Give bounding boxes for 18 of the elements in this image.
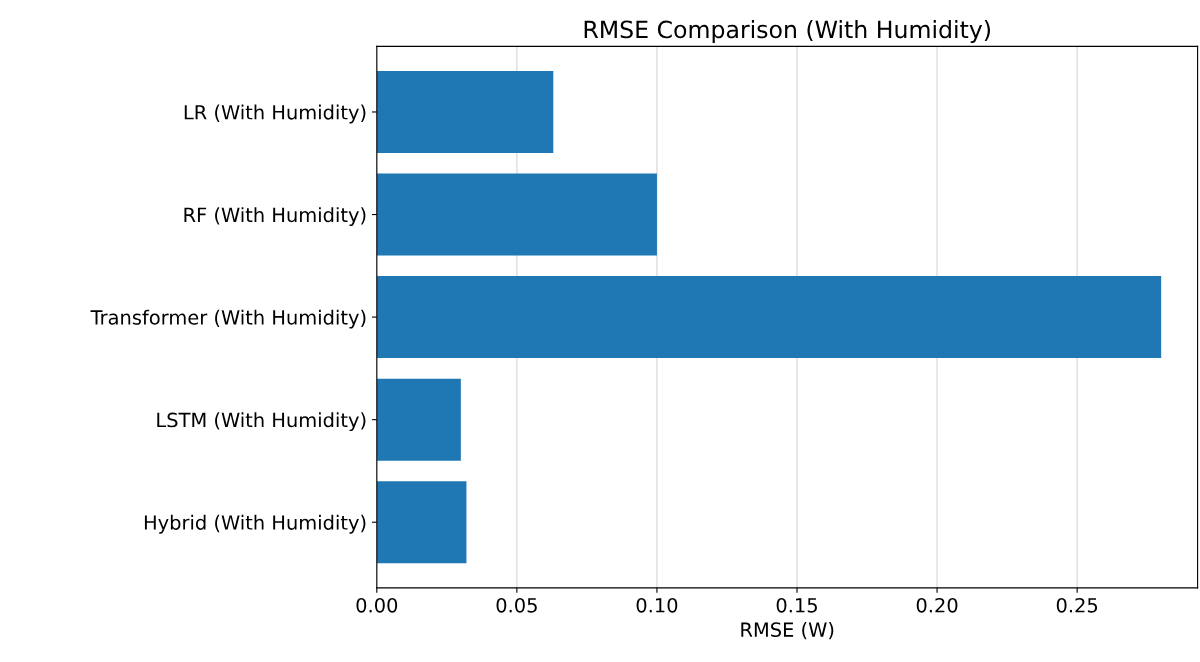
x-tick-label: 0.00 [356,597,398,613]
x-axis-title: RMSE (W) [741,621,834,640]
x-tick-label: 0.05 [496,597,537,613]
y-tick-label: LR (With Humidity) [184,104,366,124]
chart-title: RMSE Comparison (With Humidity) [584,20,990,43]
bar [376,481,467,564]
bar [376,378,461,461]
bar [376,70,554,153]
y-tick-label: Hybrid (With Humidity) [144,514,366,534]
bar [376,276,1162,359]
x-tick-label: 0.15 [776,597,817,613]
y-tick-label: Transformer (With Humidity) [90,309,366,329]
x-tick-label: 0.20 [916,597,958,613]
y-tick-label: RF (With Humidity) [184,207,366,226]
x-tick-label: 0.25 [1056,597,1098,613]
x-tick-label: 0.10 [636,597,678,613]
y-tick-label: LSTM (With Humidity) [157,412,366,432]
bar [376,173,657,256]
